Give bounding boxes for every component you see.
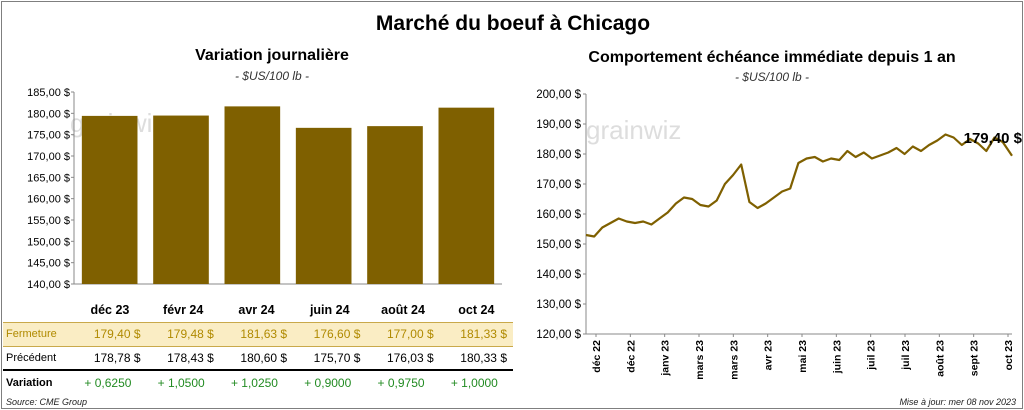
bar-chart-title: Variation journalière <box>195 47 349 64</box>
table-cell: 179,48 $ <box>146 321 220 347</box>
x-tick-label: mars 23 <box>728 340 740 380</box>
y-tick-label: 180,00 $ <box>536 149 581 161</box>
y-tick-label: 130,00 $ <box>536 299 581 311</box>
table-cell: + 0,6250 <box>84 375 132 390</box>
bar <box>438 107 495 285</box>
bar <box>295 127 352 284</box>
page-title: Marché du boeuf à Chicago <box>375 12 651 35</box>
last-value-label: 179,40 $ <box>964 130 1022 147</box>
y-tick-label: 140,00 $ <box>536 269 581 281</box>
x-tick-label: mai 23 <box>797 340 809 373</box>
x-tick-label: juil 23 <box>900 340 912 371</box>
table-cell: + 1,0500 <box>157 375 205 390</box>
x-tick-label: juin 23 <box>831 340 843 374</box>
table-cell: 181,33 $ <box>439 321 513 347</box>
table-header-row: déc 23 févr 24 avr 24 juin 24 août 24 oc… <box>3 298 513 322</box>
y-tick-label: 170,00 $ <box>536 179 581 191</box>
x-tick-label: sept 23 <box>969 340 981 376</box>
column-header: févr 24 <box>163 302 204 317</box>
table-cell: + 1,0000 <box>450 375 498 390</box>
table-cell: 175,70 $ <box>293 346 367 371</box>
row-label: Fermeture <box>3 321 74 347</box>
y-tick-label: 120,00 $ <box>536 329 581 341</box>
row-label: Précédent <box>3 346 74 371</box>
column-header: avr 24 <box>238 302 275 317</box>
column-header: août 24 <box>381 302 425 317</box>
y-tick-label: 200,00 $ <box>536 89 581 101</box>
table-row-precedent: Précédent 178,78 $ 178,43 $ 180,60 $ 175… <box>3 346 513 371</box>
y-tick-label: 190,00 $ <box>536 119 581 131</box>
x-tick-label: oct 23 <box>1003 340 1015 371</box>
y-tick-label: 160,00 $ <box>536 209 581 221</box>
bar-chart-subtitle: - $US/100 lb - <box>234 69 310 83</box>
table-cell: + 0,9750 <box>377 375 425 390</box>
table-cell: 176,03 $ <box>366 346 440 371</box>
table-cell: 180,60 $ <box>219 346 294 371</box>
x-tick-label: déc 22 <box>625 340 637 373</box>
price-line <box>585 133 1013 238</box>
table-cell: 178,43 $ <box>146 346 220 371</box>
x-tick-label: juil 23 <box>866 340 878 371</box>
x-tick-label: août 23 <box>934 340 946 377</box>
y-tick-label: 175,00 $ <box>27 130 70 142</box>
bar <box>224 106 281 284</box>
y-tick-label: 145,00 $ <box>27 258 70 270</box>
table-cell: 181,63 $ <box>219 321 294 347</box>
table-cell: 178,78 $ <box>73 346 147 371</box>
x-tick-label: avr 23 <box>763 340 775 371</box>
table-cell: 176,60 $ <box>293 321 367 347</box>
watermark-logo: grainwiz <box>586 115 681 145</box>
y-tick-label: 155,00 $ <box>27 215 70 227</box>
y-tick-label: 150,00 $ <box>27 236 70 248</box>
futures-table: déc 23 févr 24 avr 24 juin 24 août 24 oc… <box>3 298 513 394</box>
column-header: juin 24 <box>309 302 350 317</box>
update-note: Mise à jour: mer 08 nov 2023 <box>899 397 1016 407</box>
table-cell: + 0,9000 <box>304 375 352 390</box>
y-tick-label: 140,00 $ <box>27 279 70 291</box>
y-tick-label: 185,00 $ <box>27 87 70 99</box>
bar <box>153 115 209 284</box>
source-note: Source: CME Group <box>6 397 88 407</box>
y-tick-label: 165,00 $ <box>27 172 70 184</box>
column-header: oct 24 <box>458 302 495 317</box>
row-label: Variation <box>6 376 53 389</box>
line-chart-title: Comportement échéance immédiate depuis 1… <box>588 49 956 66</box>
bar <box>367 126 423 284</box>
y-tick-label: 180,00 $ <box>27 108 70 120</box>
line-chart: grainwiz 120,00 $ 130,00 $ 140,00 $ 150,00 … <box>536 89 1022 380</box>
bar-chart: grainwiz 140,00 $145,00 $150,00 $155,00 … <box>27 87 502 291</box>
table-cell: 180,33 $ <box>439 346 513 371</box>
table-cell: 177,00 $ <box>366 321 440 347</box>
y-tick-label: 170,00 $ <box>27 151 70 163</box>
table-row-fermeture: Fermeture 179,40 $ 179,48 $ 181,63 $ 176… <box>3 321 513 347</box>
y-tick-label: 150,00 $ <box>536 239 581 251</box>
y-tick-label: 160,00 $ <box>27 194 70 206</box>
x-tick-label: mars 23 <box>694 340 706 380</box>
table-cell: 179,40 $ <box>73 321 147 347</box>
bar <box>81 115 138 284</box>
table-row-variation: Variation + 0,6250 + 1,0500 + 1,0250 + 0… <box>3 370 513 394</box>
x-tick-label: déc 22 <box>591 340 603 373</box>
x-tick-label: janv 23 <box>660 340 672 377</box>
table-cell: + 1,0250 <box>230 375 278 390</box>
line-chart-subtitle: - $US/100 lb - <box>734 70 810 84</box>
column-header: déc 23 <box>90 302 130 317</box>
